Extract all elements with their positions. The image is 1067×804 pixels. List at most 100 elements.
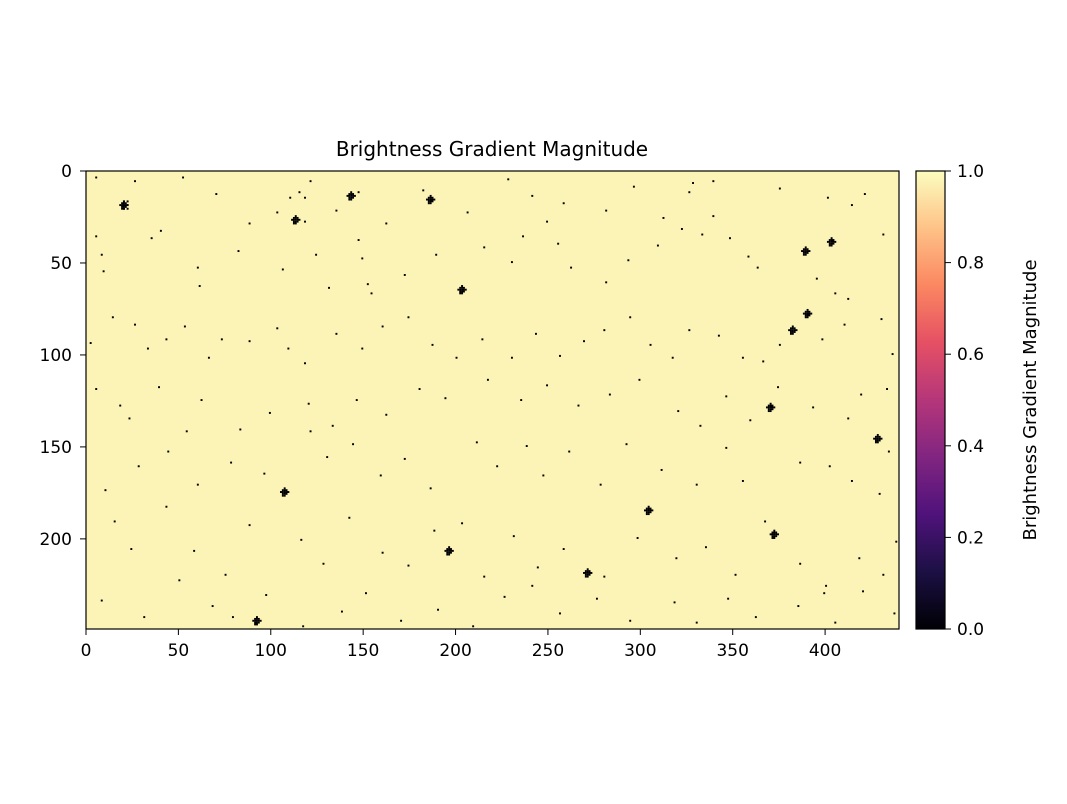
heatmap-cell-low [486, 378, 489, 381]
heatmap-cell-low [121, 204, 124, 207]
heatmap-cell-low [304, 220, 306, 223]
heatmap-cell-low [754, 616, 757, 619]
heatmap-cell-low [584, 573, 587, 576]
heatmap-cell-low [562, 548, 565, 550]
heatmap-cell-low [546, 384, 549, 387]
heatmap-cell-low [95, 388, 98, 390]
heatmap-cell-low [795, 329, 798, 332]
heatmap-cluster-low [802, 308, 813, 319]
heatmap-cell-low [122, 204, 125, 207]
heatmap-cell-low [878, 435, 881, 438]
heatmap-cell-low [806, 308, 809, 311]
heatmap-cell-low [832, 242, 835, 245]
heatmap-cell-low [767, 410, 770, 413]
heatmap-cell-low [461, 522, 464, 525]
heatmap-cell-low [583, 571, 585, 574]
heatmap-cell-low [352, 196, 355, 199]
heatmap-cell-low [522, 235, 525, 238]
heatmap-cell-low [771, 408, 774, 411]
heatmap-cell-low [876, 437, 879, 440]
heatmap-cell-low [407, 316, 410, 319]
heatmap-cell-low [255, 616, 258, 619]
heatmap-cell-low [268, 411, 271, 414]
heatmap-cell-low [821, 338, 824, 341]
heatmap-cell-low [804, 253, 807, 256]
heatmap-cell-low [95, 235, 98, 238]
heatmap-cell-low [121, 202, 124, 205]
heatmap-cell-low [143, 616, 146, 619]
heatmap-cell-low [255, 619, 258, 622]
y-tick-label: 50 [50, 254, 72, 274]
heatmap-cell-low [793, 329, 796, 332]
x-axis: 0 50 100 150 200 250 300 350 400 [81, 629, 841, 661]
heatmap-cell-low [483, 575, 486, 578]
heatmap-cell-low [464, 288, 467, 291]
heatmap-cell-low [281, 268, 284, 271]
colorbar-tick-label: 0.8 [957, 254, 984, 274]
y-tick-label: 100 [40, 346, 72, 366]
heatmap-cell-low [804, 250, 807, 253]
heatmap-cell-low [695, 483, 698, 486]
heatmap-cell-low [660, 468, 663, 471]
heatmap-cell-low [296, 216, 299, 219]
heatmap-cell-low [603, 575, 606, 578]
heatmap-cell-low [220, 338, 223, 341]
heatmap-cell-low [806, 316, 809, 319]
colorbar-tick-label: 0.2 [957, 528, 984, 548]
heatmap-cell-low [425, 198, 428, 201]
heatmap-cell-low [791, 329, 794, 332]
heatmap-cell-low [595, 597, 598, 600]
heatmap-cell-low [122, 200, 125, 203]
heatmap-cell-low [122, 205, 125, 208]
x-tick-label: 50 [168, 641, 190, 661]
heatmap-cell-low [826, 240, 829, 243]
heatmap-cluster-low [119, 200, 129, 210]
heatmap-cell-low [802, 248, 805, 251]
heatmap-cell-low [804, 246, 807, 249]
y-tick-label: 200 [40, 530, 72, 550]
heatmap-cell-low [586, 568, 589, 571]
heatmap-cell-low [767, 404, 770, 407]
heatmap-cell-low [104, 489, 107, 492]
heatmap-cell-low [348, 194, 351, 197]
colorbar: 0.0 0.2 0.4 0.6 0.8 1.0 [915, 162, 984, 640]
heatmap-cell-low [647, 505, 650, 508]
heatmap-cell-low [586, 573, 589, 576]
heatmap-cell-low [789, 329, 792, 332]
heatmap-cell-low [122, 202, 125, 205]
heatmap-cell-low [431, 200, 434, 203]
heatmap-cell-low [832, 239, 835, 241]
heatmap-cell-low [459, 286, 462, 289]
colorbar-tick-label: 0.4 [957, 437, 984, 457]
heatmap-cluster-low [644, 505, 654, 516]
heatmap-cell-low [455, 356, 458, 359]
heatmap-cell-low [808, 310, 811, 313]
heatmap-cell-low [649, 507, 652, 510]
heatmap-cell-low [644, 509, 646, 512]
heatmap-cell-low [281, 492, 284, 495]
heatmap-cell-low [806, 250, 809, 253]
heatmap-cell-low [559, 354, 561, 357]
heatmap-cell-low [385, 413, 388, 416]
heatmap-cell-low [773, 529, 776, 532]
heatmap-cell-low [292, 222, 295, 225]
heatmap-cell-low [725, 446, 728, 449]
heatmap-cell-low [263, 472, 266, 475]
heatmap-cell-low [352, 443, 355, 446]
x-tick-label: 150 [347, 641, 379, 661]
heatmap-cell-low [725, 395, 728, 398]
heatmap-background [86, 171, 899, 629]
heatmap-cell-low [352, 194, 355, 197]
heatmap-cell-low [645, 509, 648, 512]
x-tick-label: 200 [439, 641, 471, 661]
heatmap-cell-low [444, 549, 447, 552]
heatmap-cell-low [285, 489, 288, 492]
heatmap-cell-low [429, 487, 432, 490]
heatmap-cell-low [850, 204, 853, 207]
heatmap-cell-low [350, 194, 353, 197]
heatmap-cell-low [200, 399, 203, 402]
heatmap-cell-low [446, 548, 449, 550]
heatmap-cell-low [675, 557, 678, 560]
heatmap-cell-low [583, 340, 585, 343]
